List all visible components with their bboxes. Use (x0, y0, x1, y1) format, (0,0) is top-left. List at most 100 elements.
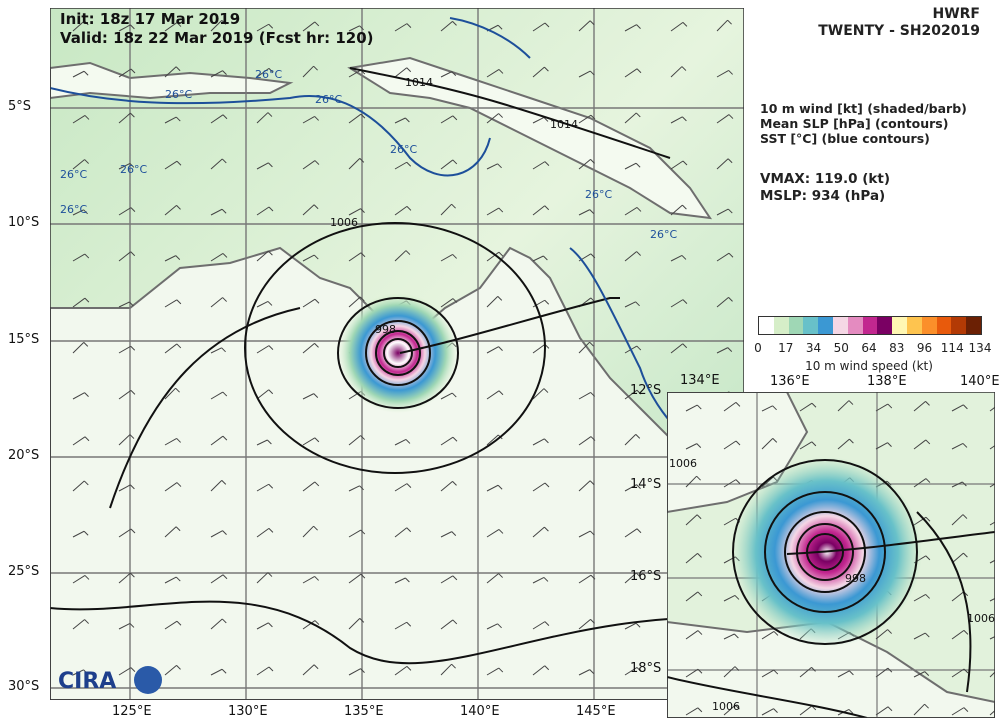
lat-tick-label: 30°S (8, 679, 40, 694)
colorbar-segment (892, 317, 907, 334)
wind-barb (723, 633, 739, 640)
wind-barb (624, 206, 642, 216)
wind-barb (989, 406, 995, 412)
wind-barb (72, 209, 88, 216)
wind-barb (348, 573, 366, 584)
wind-barb (440, 480, 457, 492)
sst-contour-label: 26°C (165, 88, 192, 101)
wind-barb (164, 482, 182, 492)
wind-barb (348, 296, 365, 308)
wind-barb (118, 251, 136, 262)
wind-barb (951, 629, 969, 640)
wind-barb (394, 117, 410, 124)
wind-barb (72, 253, 90, 262)
wind-barb (578, 530, 595, 538)
lat-tick-label: 20°S (8, 448, 40, 463)
wind-barb (256, 67, 274, 78)
wind-barb (118, 24, 135, 32)
wind-barb (302, 21, 320, 32)
wind-barb (532, 299, 550, 308)
wind-barb (72, 159, 89, 170)
wind-barb (532, 438, 549, 446)
wind-barb (486, 113, 503, 124)
slp-contour-label: 1006 (330, 216, 358, 229)
wind-barb (440, 619, 458, 630)
wind-barb (348, 485, 364, 492)
wind-barb (302, 116, 319, 124)
wind-barb (578, 669, 595, 676)
colorbar-tick: 114 (940, 341, 964, 355)
wind-barb (951, 514, 968, 526)
wind-barb (210, 530, 227, 538)
wind-barb (532, 621, 550, 630)
wind-barb (624, 251, 641, 262)
wind-barb (486, 346, 503, 354)
inset-lat-tick-label: 18°S (630, 661, 662, 676)
slp-contour-label: 1014 (550, 118, 578, 131)
wind-barb (394, 483, 412, 492)
wind-barb (913, 671, 930, 678)
wind-barb (302, 65, 318, 78)
wind-barb (394, 621, 412, 630)
wind-barb (256, 572, 273, 584)
colorbar-segment (906, 317, 922, 334)
wind-barb (302, 525, 318, 538)
inset-map[interactable]: 1006 1006 998 1006 (667, 392, 995, 718)
wind-barb (532, 116, 549, 124)
wind-barb (256, 527, 274, 538)
wind-barb (761, 708, 778, 716)
inset-lon-tick-label: 140°E (960, 374, 1000, 389)
wind-barb (951, 552, 968, 564)
wind-barb (164, 255, 181, 262)
wind-barb (118, 68, 136, 78)
wind-barb (164, 664, 181, 676)
colorbar-tick: 34 (805, 341, 822, 355)
wind-barb (118, 162, 135, 170)
wind-barb (486, 296, 503, 308)
wind-barb (685, 668, 703, 678)
wind-barb (256, 622, 273, 630)
wind-barb (989, 483, 995, 488)
colorbar-segment (877, 317, 893, 334)
wind-barb (875, 403, 893, 412)
valid-time-label: Valid: 18z 22 Mar 2019 (Fcst hr: 120) (60, 29, 374, 47)
wind-barb (913, 703, 929, 716)
wind-barb (716, 70, 733, 78)
wind-barb (118, 112, 135, 124)
wind-barb (624, 434, 641, 446)
wind-barb (256, 162, 273, 170)
wind-barb (670, 204, 687, 216)
wind-barb (72, 436, 90, 446)
wind-barb (532, 255, 548, 262)
cyclone-core (338, 293, 458, 413)
wind-barb (348, 25, 364, 32)
inset-lat-tick-label: 16°S (630, 569, 662, 584)
wind-barb (394, 577, 410, 584)
wind-barb (486, 390, 504, 400)
lat-tick-label: 5°S (8, 99, 32, 114)
colorbar-segment (966, 317, 981, 334)
wind-barb (716, 158, 733, 170)
lat-tick-label: 15°S (8, 332, 40, 347)
colorbar-segment (818, 317, 833, 334)
wind-barb (118, 207, 136, 216)
wind-barb (685, 514, 702, 526)
wind-barb (440, 531, 457, 538)
wind-barb (532, 526, 549, 538)
sst-contour-label: 26°C (120, 163, 147, 176)
wind-barb (72, 530, 89, 538)
wind-barb (624, 24, 641, 32)
inset-lon-tick-label: 134°E (680, 373, 720, 388)
main-map[interactable]: 1014 1014 1006 998 26°C 26°C 26°C 26°C 26°C 26°C… (50, 8, 744, 700)
colorbar-segment (803, 317, 819, 334)
wind-barb (302, 481, 320, 492)
wind-barb (989, 597, 995, 602)
wind-barb (164, 116, 181, 124)
wind-barb (624, 572, 641, 584)
wind-barb (670, 116, 687, 124)
wind-colorbar (758, 316, 982, 335)
wind-barb (210, 435, 228, 446)
wind-barb (256, 206, 274, 216)
wind-barb (210, 618, 227, 630)
wind-barb (164, 299, 182, 308)
